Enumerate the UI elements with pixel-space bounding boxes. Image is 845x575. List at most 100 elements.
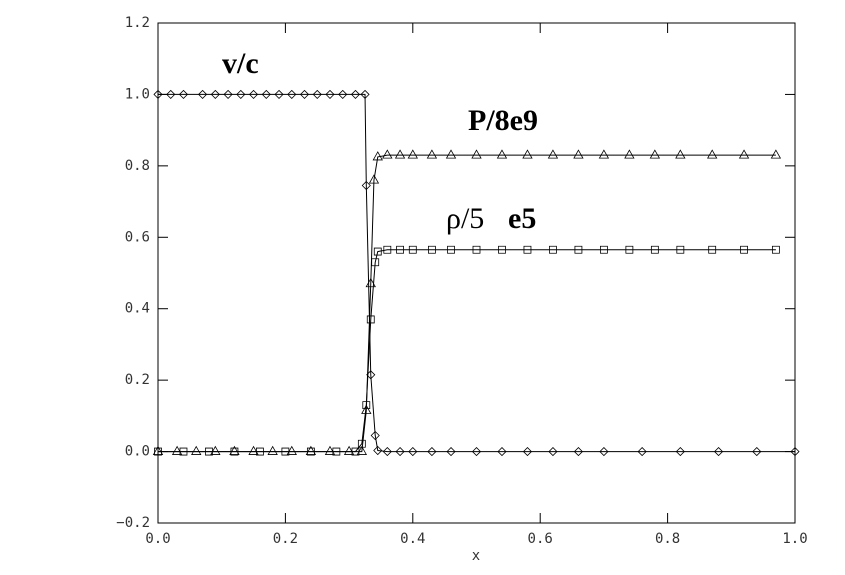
y-tick-label: 1.0 [125, 86, 150, 102]
marker [365, 277, 376, 288]
marker [274, 89, 284, 99]
marker [361, 180, 371, 191]
marker [471, 447, 482, 457]
marker [574, 245, 583, 254]
y-tick-label: −0.2 [116, 515, 150, 531]
marker [305, 445, 317, 455]
marker [426, 149, 438, 159]
marker [498, 245, 506, 254]
marker [394, 149, 406, 159]
marker [223, 89, 233, 99]
marker [547, 149, 559, 159]
marker [395, 447, 405, 457]
marker [373, 247, 382, 256]
marker [396, 245, 404, 254]
annotation: ρ/5 [446, 202, 484, 235]
marker [299, 89, 310, 99]
marker [649, 149, 661, 159]
marker [343, 445, 355, 455]
marker [154, 447, 162, 456]
marker [599, 447, 609, 457]
marker [752, 447, 762, 457]
marker [497, 447, 507, 457]
marker [361, 404, 372, 414]
marker [548, 447, 558, 457]
marker [573, 149, 584, 159]
marker [471, 149, 482, 159]
marker [261, 89, 271, 99]
marker [372, 151, 383, 161]
marker [445, 149, 457, 159]
marker [625, 245, 634, 254]
marker [771, 245, 780, 254]
marker [447, 245, 455, 254]
marker [523, 245, 532, 254]
marker [166, 89, 176, 99]
marker [286, 445, 297, 455]
marker [573, 447, 583, 457]
marker [382, 447, 392, 457]
marker [675, 447, 685, 457]
x-tick-label: 0.8 [655, 531, 680, 547]
marker [152, 445, 164, 455]
marker [407, 149, 418, 159]
series-line [158, 249, 776, 453]
marker [306, 447, 315, 456]
marker [332, 447, 341, 456]
marker [598, 149, 610, 159]
marker [360, 89, 370, 99]
marker [383, 245, 392, 254]
x-tick-label: 0.6 [528, 531, 553, 547]
marker [179, 447, 188, 456]
y-tick-label: 0.6 [125, 229, 150, 245]
marker [427, 447, 437, 457]
marker [338, 89, 348, 99]
marker [350, 89, 361, 99]
marker [549, 245, 557, 254]
annotation: P/8e9 [468, 104, 538, 137]
marker [370, 430, 380, 441]
marker [171, 445, 183, 455]
marker [191, 445, 202, 455]
marker [324, 445, 336, 455]
marker [382, 149, 393, 159]
marker [366, 315, 375, 324]
marker [600, 245, 608, 254]
marker [267, 445, 278, 455]
marker [707, 149, 718, 159]
marker [637, 447, 647, 457]
marker [356, 445, 368, 455]
marker [408, 447, 418, 457]
marker [790, 447, 800, 457]
marker [708, 245, 717, 254]
y-tick-label: 0.4 [125, 301, 150, 317]
y-tick-label: 0.2 [125, 372, 150, 388]
marker [770, 149, 782, 159]
marker [210, 89, 220, 99]
marker [522, 447, 533, 457]
marker [740, 245, 748, 254]
x-tick-label: 0.4 [400, 531, 425, 547]
marker [248, 89, 259, 99]
marker [210, 445, 221, 455]
x-tick-label: 0.0 [145, 531, 170, 547]
marker [522, 149, 533, 159]
annotation: e5 [508, 202, 536, 235]
marker [281, 447, 290, 456]
marker [230, 447, 239, 456]
marker [325, 89, 335, 99]
marker [373, 445, 383, 456]
marker [368, 174, 380, 184]
x-tick-label: 1.0 [782, 531, 807, 547]
marker [446, 447, 456, 457]
marker [205, 447, 213, 456]
marker [676, 245, 685, 254]
x-axis-label: x [472, 548, 480, 564]
marker [362, 401, 371, 410]
marker [198, 89, 208, 99]
marker [178, 89, 189, 99]
y-tick-label: 0.8 [125, 158, 150, 174]
marker [236, 89, 246, 99]
marker [428, 245, 436, 254]
